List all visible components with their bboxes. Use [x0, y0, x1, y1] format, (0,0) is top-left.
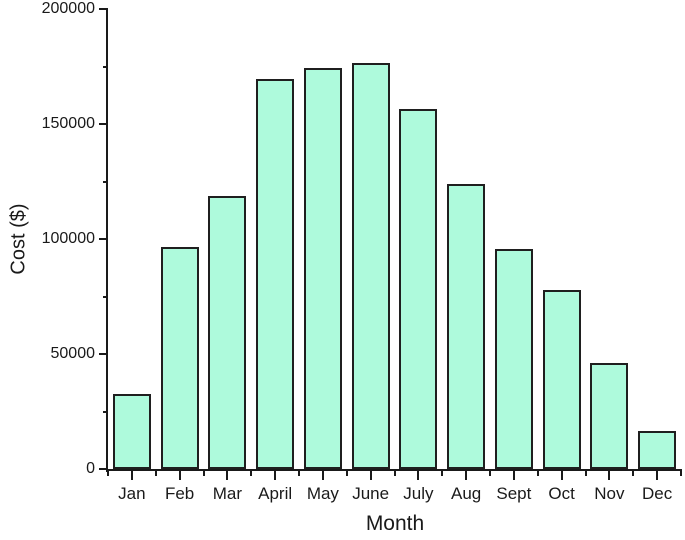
x-axis-title: Month: [365, 512, 425, 535]
x-tick-label: Dec: [642, 484, 673, 503]
bar-dec: [638, 431, 677, 469]
x-minor-tick: [441, 471, 444, 476]
y-minor-tick: [103, 180, 108, 183]
y-tick-label: 200000: [41, 0, 95, 17]
x-minor-tick: [584, 471, 587, 476]
bar-june: [351, 63, 390, 469]
x-tick-label: Jan: [118, 484, 146, 503]
y-axis-line: [106, 8, 108, 472]
x-tick-label: Nov: [594, 484, 625, 503]
x-minor-tick: [107, 471, 109, 476]
y-axis-title: Cost ($): [7, 203, 30, 275]
bar-may: [303, 67, 342, 469]
y-major-tick: [99, 468, 108, 470]
x-minor-tick: [489, 471, 491, 476]
x-major-tick: [321, 471, 324, 480]
x-tick-label: Feb: [164, 484, 195, 503]
y-tick-label: 0: [86, 460, 95, 477]
x-major-tick: [369, 471, 372, 480]
x-tick-label: Aug: [451, 484, 482, 503]
x-minor-tick: [250, 471, 253, 476]
x-major-tick: [226, 471, 229, 480]
x-minor-tick: [536, 471, 539, 476]
bar-jan: [112, 394, 151, 469]
bar-feb: [160, 247, 199, 469]
x-tick-label: Mar: [212, 484, 243, 503]
x-major-tick: [465, 471, 468, 480]
bar-mar: [208, 196, 247, 469]
x-major-tick: [178, 471, 181, 480]
y-major-tick: [99, 8, 108, 10]
x-major-tick: [274, 471, 277, 480]
x-major-tick: [130, 471, 133, 480]
y-tick-label: 150000: [41, 115, 95, 132]
y-tick-label: 50000: [50, 345, 96, 362]
y-major-tick: [99, 353, 108, 355]
x-axis-line: [106, 469, 682, 471]
x-major-tick: [656, 471, 659, 480]
x-tick-label: Oct: [548, 484, 575, 503]
x-tick-label: June: [352, 484, 390, 503]
y-major-tick: [99, 238, 108, 240]
bar-nov: [590, 363, 629, 469]
bar-july: [399, 109, 438, 469]
x-minor-tick: [632, 471, 635, 476]
x-major-tick: [608, 471, 611, 480]
x-major-tick: [512, 471, 515, 480]
x-minor-tick: [680, 471, 682, 476]
x-tick-label: April: [258, 484, 293, 503]
y-major-tick: [99, 123, 108, 125]
bar-oct: [542, 289, 581, 469]
x-minor-tick: [202, 471, 205, 476]
x-minor-tick: [298, 471, 300, 476]
bar-april: [256, 79, 295, 469]
y-minor-tick: [103, 65, 108, 68]
y-tick-label: 100000: [41, 230, 95, 247]
x-minor-tick: [345, 471, 348, 476]
x-tick-label: July: [403, 484, 434, 503]
bar-sept: [494, 249, 533, 469]
y-minor-tick: [103, 410, 108, 413]
y-minor-tick: [103, 295, 108, 298]
x-major-tick: [417, 471, 420, 480]
x-tick-label: Sept: [496, 484, 532, 503]
x-minor-tick: [393, 471, 396, 476]
bar-aug: [447, 183, 486, 469]
x-minor-tick: [154, 471, 157, 476]
x-tick-label: May: [306, 484, 339, 503]
x-major-tick: [560, 471, 563, 480]
